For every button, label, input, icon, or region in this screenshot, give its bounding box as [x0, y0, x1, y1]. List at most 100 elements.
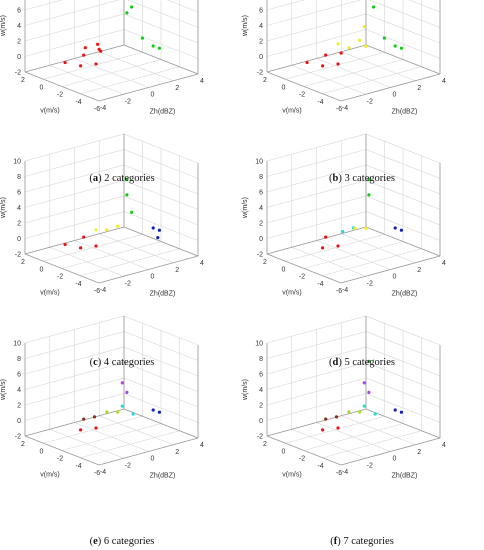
v-axis-title: v(m/s)	[282, 108, 301, 115]
caption-e: (e) 6 categories	[89, 536, 155, 547]
point-s5-1	[157, 410, 161, 414]
caption-text: 6 categories	[103, 536, 155, 547]
zh-tick-label: 2	[417, 85, 421, 92]
axis-floor-front	[266, 253, 441, 284]
v-tick-label: -4	[75, 99, 81, 106]
point-s0-3	[305, 60, 309, 65]
zh-tick-label: 4	[200, 442, 204, 449]
zh-tick-label: -4	[342, 287, 348, 294]
caption-text: 2 categories	[104, 173, 155, 184]
v-tick-label: -4	[75, 281, 81, 288]
axis-floor-front	[24, 71, 199, 102]
w-tick-label: 2	[259, 221, 263, 228]
caption-a: (a) 2 categories	[89, 173, 155, 184]
zh-tick-label: -4	[100, 287, 106, 294]
w-tick-label: 4	[259, 205, 263, 212]
point-s6-1	[399, 410, 403, 414]
zh-tick-label: 0	[393, 92, 397, 99]
v-tick-label: -2	[299, 456, 305, 463]
zh-tick-label: -2	[125, 280, 131, 287]
w-tick-label: -2	[257, 70, 263, 77]
point-s1-1	[92, 415, 97, 419]
v-axis-title: v(m/s)	[40, 472, 59, 479]
point-s0-1	[82, 53, 86, 57]
v-tick-label: 2	[263, 259, 267, 266]
point-s4-0	[393, 226, 397, 230]
point-s0-5	[63, 60, 67, 65]
w-tick-label: 6	[17, 190, 21, 197]
zh-tick-label: 0	[393, 274, 397, 281]
caption-c: (c) 4 categories	[89, 357, 155, 368]
w-tick-label: 4	[17, 23, 21, 30]
v-tick-label: -6	[336, 106, 342, 113]
point-s3-0	[120, 404, 124, 408]
v-tick-label: -2	[299, 274, 305, 281]
w-tick-label: 0	[259, 54, 263, 61]
v-axis-title: v(m/s)	[40, 290, 59, 297]
point-s2-0	[125, 177, 129, 181]
point-s2-1	[125, 193, 129, 197]
w-tick-label: 8	[17, 356, 21, 363]
zh-tick-label: 2	[175, 449, 179, 456]
w-tick-label: -2	[15, 70, 21, 77]
point-s1-0	[82, 417, 86, 421]
w-tick-label: 0	[259, 418, 263, 425]
w-tick-label: 10	[255, 341, 263, 348]
w-tick-label: 2	[259, 39, 263, 46]
point-s0-1	[324, 235, 328, 239]
w-tick-label: 0	[259, 236, 263, 243]
scatter3d-panel-b: -20246810-4-2024-6-4-202w(m/s)Zh(dBZ)v(m…	[242, 0, 446, 116]
caption-letter: f	[333, 536, 338, 547]
axis-floor-front	[266, 435, 441, 466]
w-tick-label: -2	[257, 434, 263, 441]
point-s0-1	[94, 426, 98, 430]
point-s1-2	[140, 36, 144, 40]
point-s0-2	[336, 244, 340, 248]
v-tick-label: -6	[336, 288, 342, 295]
zh-tick-label: 4	[442, 78, 446, 85]
point-s2-3	[399, 46, 403, 50]
v-tick-label: 2	[263, 77, 267, 84]
v-tick-label: -6	[94, 106, 100, 113]
point-s3-0	[362, 404, 366, 408]
v-tick-label: 0	[40, 448, 44, 455]
zh-axis-title: Zh(dBZ)	[392, 473, 418, 480]
w-tick-label: -2	[15, 434, 21, 441]
point-s4-1	[362, 381, 366, 385]
w-tick-label: 0	[17, 236, 21, 243]
w-tick-label: -2	[15, 252, 21, 259]
w-axis-title: w(m/s)	[242, 197, 249, 219]
grid-line-w	[24, 0, 199, 13]
v-tick-label: 2	[21, 259, 25, 266]
zh-tick-label: 2	[175, 85, 179, 92]
point-s2-1	[116, 410, 120, 414]
point-s0-2	[336, 62, 340, 66]
v-axis-title: v(m/s)	[282, 472, 301, 479]
v-tick-label: 0	[282, 84, 286, 91]
point-s1-0	[105, 228, 109, 232]
zh-tick-label: -2	[125, 462, 131, 469]
w-axis-title: w(m/s)	[0, 379, 7, 401]
axis-floor-front	[266, 71, 441, 102]
zh-tick-label: -2	[367, 462, 373, 469]
point-s1-2	[362, 25, 366, 29]
point-s4-1	[399, 228, 403, 232]
caption-text: 3 categories	[344, 173, 395, 184]
point-s2-4	[372, 5, 376, 9]
point-s6-0	[393, 408, 397, 412]
axis-floor-front	[24, 253, 199, 284]
w-tick-label: 8	[259, 174, 263, 181]
caption-text: 5 categories	[344, 357, 395, 368]
w-axis-title: w(m/s)	[242, 15, 249, 37]
v-tick-label: -4	[317, 463, 323, 470]
zh-tick-label: 0	[151, 92, 155, 99]
v-tick-label: 0	[40, 84, 44, 91]
point-s2-2	[130, 210, 134, 214]
point-s1-0	[341, 230, 345, 234]
zh-tick-label: 0	[393, 456, 397, 463]
scatter3d-panel-f: -20246810-4-2024-6-4-202w(m/s)Zh(dBZ)v(m…	[242, 315, 446, 480]
w-tick-label: 6	[17, 8, 21, 15]
point-s1-3	[336, 42, 340, 46]
point-s2-1	[382, 36, 386, 40]
